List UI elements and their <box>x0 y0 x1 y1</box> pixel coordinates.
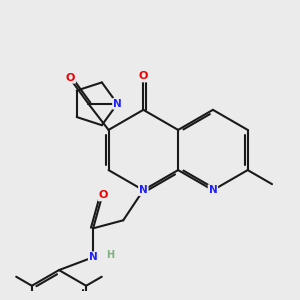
Text: O: O <box>66 73 75 83</box>
Text: H: H <box>106 250 114 260</box>
Text: N: N <box>89 252 98 262</box>
Text: N: N <box>113 99 122 109</box>
Text: O: O <box>98 190 108 200</box>
Text: O: O <box>139 71 148 82</box>
Text: N: N <box>208 185 217 195</box>
Text: N: N <box>139 185 148 195</box>
